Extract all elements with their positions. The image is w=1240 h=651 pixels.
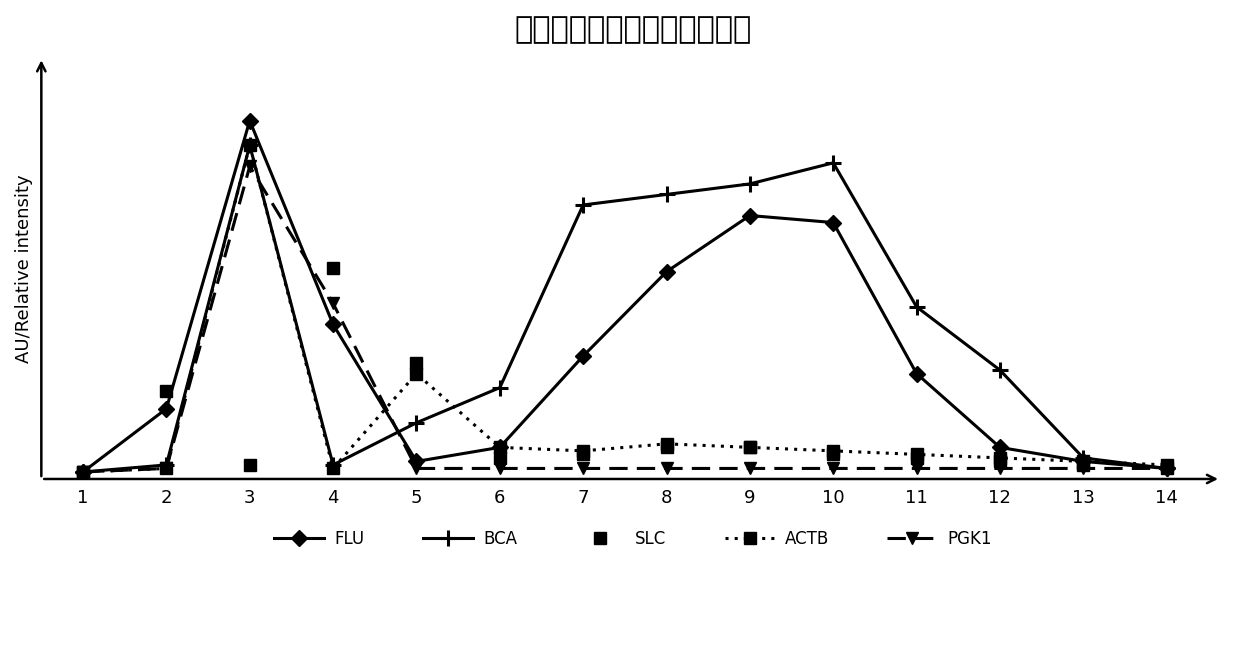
PGK1 <box>909 465 924 473</box>
FLU <box>743 212 758 219</box>
FLU <box>242 117 257 124</box>
ACTB <box>242 141 257 149</box>
FLU <box>409 458 424 465</box>
PGK1 <box>159 465 174 473</box>
ACTB <box>76 468 91 476</box>
PGK1 <box>76 468 91 476</box>
FLU <box>159 405 174 413</box>
BCA <box>159 461 174 469</box>
PGK1 <box>743 465 758 473</box>
BCA <box>660 191 675 199</box>
BCA <box>326 461 341 469</box>
PGK1 <box>242 163 257 171</box>
ACTB <box>492 443 507 451</box>
ACTB <box>743 443 758 451</box>
Line: FLU: FLU <box>77 115 1172 478</box>
SLC <box>909 454 924 462</box>
BCA <box>992 366 1007 374</box>
ACTB <box>409 370 424 378</box>
Line: BCA: BCA <box>74 137 1176 480</box>
SLC <box>242 461 257 469</box>
SLC <box>743 443 758 451</box>
BCA <box>492 383 507 391</box>
BCA <box>826 159 841 167</box>
SLC <box>159 387 174 395</box>
ACTB <box>326 465 341 473</box>
SLC <box>992 458 1007 465</box>
BCA <box>409 419 424 426</box>
ACTB <box>826 447 841 455</box>
FLU <box>992 443 1007 451</box>
BCA <box>76 468 91 476</box>
Line: PGK1: PGK1 <box>77 161 1172 478</box>
BCA <box>1159 465 1174 473</box>
Title: 荧光脂质体示踪的排阻色谱法: 荧光脂质体示踪的排阻色谱法 <box>515 15 751 44</box>
Line: SLC: SLC <box>77 262 1172 478</box>
PGK1 <box>1159 465 1174 473</box>
ACTB <box>992 454 1007 462</box>
SLC <box>826 450 841 458</box>
PGK1 <box>492 465 507 473</box>
Legend: FLU, BCA, SLC, ACTB, PGK1: FLU, BCA, SLC, ACTB, PGK1 <box>268 523 998 555</box>
FLU <box>326 320 341 328</box>
SLC <box>1159 465 1174 473</box>
BCA <box>575 201 590 209</box>
PGK1 <box>409 465 424 473</box>
ACTB <box>1076 458 1091 465</box>
PGK1 <box>575 465 590 473</box>
PGK1 <box>826 465 841 473</box>
ACTB <box>660 440 675 448</box>
ACTB <box>575 447 590 455</box>
FLU <box>492 443 507 451</box>
BCA <box>909 303 924 311</box>
BCA <box>1076 454 1091 462</box>
SLC <box>660 443 675 451</box>
FLU <box>826 219 841 227</box>
ACTB <box>1159 461 1174 469</box>
PGK1 <box>660 465 675 473</box>
FLU <box>909 370 924 378</box>
BCA <box>242 141 257 149</box>
FLU <box>660 268 675 275</box>
PGK1 <box>1076 465 1091 473</box>
BCA <box>743 180 758 187</box>
FLU <box>1159 465 1174 473</box>
Line: ACTB: ACTB <box>77 140 1172 478</box>
SLC <box>575 450 590 458</box>
FLU <box>575 352 590 360</box>
PGK1 <box>326 299 341 307</box>
FLU <box>76 468 91 476</box>
PGK1 <box>992 465 1007 473</box>
ACTB <box>159 465 174 473</box>
SLC <box>326 264 341 272</box>
SLC <box>76 468 91 476</box>
Y-axis label: AU/Relative intensity: AU/Relative intensity <box>15 174 33 363</box>
FLU <box>1076 458 1091 465</box>
SLC <box>409 359 424 367</box>
ACTB <box>909 450 924 458</box>
SLC <box>492 454 507 462</box>
SLC <box>1076 461 1091 469</box>
